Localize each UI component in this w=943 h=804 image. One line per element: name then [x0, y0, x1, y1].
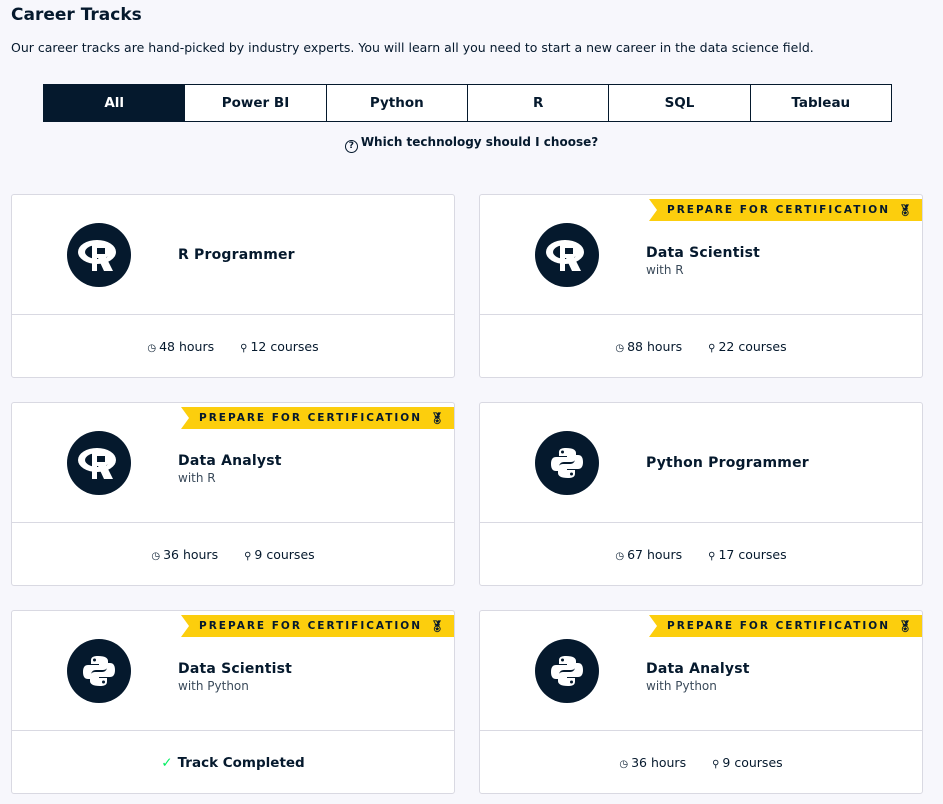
- page-description: Our career tracks are hand-picked by ind…: [11, 40, 814, 55]
- track-title: Data Scientist: [646, 245, 761, 261]
- page-title: Career Tracks: [11, 5, 142, 25]
- lightbulb-icon: ⚲: [708, 551, 716, 562]
- badge-label: PREPARE FOR CERTIFICATION: [199, 620, 423, 632]
- certification-badge: PREPARE FOR CERTIFICATION 🏅︎: [649, 615, 922, 637]
- r-logo-icon: [535, 223, 599, 287]
- course-count: ⚲ 12 courses: [240, 339, 319, 354]
- tab-r[interactable]: R: [466, 85, 608, 121]
- medal-icon: 🏅︎: [430, 619, 444, 633]
- badge-label: PREPARE FOR CERTIFICATION: [667, 620, 891, 632]
- python-logo-icon: [535, 431, 599, 495]
- track-subtitle: with R: [646, 263, 684, 277]
- lightbulb-icon: ⚲: [244, 551, 252, 562]
- card-header: PREPARE FOR CERTIFICATION 🏅︎ Data Scientis…: [480, 195, 922, 315]
- tab-python[interactable]: Python: [325, 85, 467, 121]
- question-circle-icon: ?: [344, 140, 358, 153]
- python-logo-icon: [535, 639, 599, 703]
- duration: ◷ 88 hours: [615, 339, 683, 354]
- r-logo-icon: [67, 431, 131, 495]
- technology-tabs: All Power BI Python R SQL Tableau: [43, 84, 892, 122]
- certification-badge: PREPARE FOR CERTIFICATION 🏅︎: [649, 199, 922, 221]
- career-track-card[interactable]: R Programmer ◷ 48 hours ⚲ 12 courses: [11, 194, 455, 378]
- badge-label: PREPARE FOR CERTIFICATION: [199, 412, 423, 424]
- career-track-card[interactable]: PREPARE FOR CERTIFICATION 🏅︎ Data Analyst w…: [479, 610, 923, 794]
- python-logo-icon: [67, 639, 131, 703]
- card-footer: ◷ 36 hours ⚲ 9 courses: [480, 731, 922, 793]
- help-label: Which technology should I choose?: [360, 135, 599, 149]
- card-header: PREPARE FOR CERTIFICATION 🏅︎ Data Scientis…: [12, 611, 454, 731]
- course-count: ⚲ 9 courses: [244, 547, 315, 562]
- duration: ◷ 36 hours: [151, 547, 219, 562]
- tab-sql[interactable]: SQL: [608, 85, 749, 121]
- tab-power-bi[interactable]: Power BI: [184, 85, 325, 121]
- track-subtitle: with Python: [178, 679, 249, 693]
- track-title: Data Analyst: [178, 453, 282, 469]
- lightbulb-icon: ⚲: [240, 343, 248, 354]
- certification-badge: PREPARE FOR CERTIFICATION 🏅︎: [181, 615, 454, 637]
- clock-icon: ◷: [151, 551, 161, 562]
- track-subtitle: with Python: [646, 679, 717, 693]
- track-title: Data Scientist: [178, 661, 293, 677]
- check-icon: ✓: [161, 754, 173, 771]
- clock-icon: ◷: [615, 551, 625, 562]
- medal-icon: 🏅︎: [898, 619, 912, 633]
- lightbulb-icon: ⚲: [708, 343, 716, 354]
- certification-badge: PREPARE FOR CERTIFICATION 🏅︎: [181, 407, 454, 429]
- badge-label: PREPARE FOR CERTIFICATION: [667, 204, 891, 216]
- track-title: Python Programmer: [646, 455, 809, 471]
- duration: ◷ 67 hours: [615, 547, 683, 562]
- track-title: Data Analyst: [646, 661, 750, 677]
- medal-icon: 🏅︎: [898, 203, 912, 217]
- tab-tableau[interactable]: Tableau: [749, 85, 891, 121]
- which-technology-link[interactable]: ? Which technology should I choose?: [0, 135, 943, 153]
- card-footer: ◷ 36 hours ⚲ 9 courses: [12, 523, 454, 585]
- card-header: R Programmer: [12, 195, 454, 315]
- medal-icon: 🏅︎: [430, 411, 444, 425]
- duration: ◷ 36 hours: [619, 755, 687, 770]
- course-count: ⚲ 17 courses: [708, 547, 787, 562]
- card-footer: ◷ 88 hours ⚲ 22 courses: [480, 315, 922, 377]
- duration: ◷ 48 hours: [147, 339, 215, 354]
- clock-icon: ◷: [615, 343, 625, 354]
- tab-all[interactable]: All: [44, 85, 185, 121]
- r-logo-icon: [67, 223, 131, 287]
- card-footer: ✓ Track Completed: [12, 731, 454, 793]
- clock-icon: ◷: [147, 343, 157, 354]
- course-count: ⚲ 22 courses: [708, 339, 787, 354]
- career-track-card[interactable]: Python Programmer ◷ 67 hours ⚲ 17 courses: [479, 402, 923, 586]
- clock-icon: ◷: [619, 759, 629, 770]
- card-header: PREPARE FOR CERTIFICATION 🏅︎ Data Analyst w…: [480, 611, 922, 731]
- lightbulb-icon: ⚲: [712, 759, 720, 770]
- career-track-card[interactable]: PREPARE FOR CERTIFICATION 🏅︎ Data Scientis…: [479, 194, 923, 378]
- course-count: ⚲ 9 courses: [712, 755, 783, 770]
- career-track-card[interactable]: PREPARE FOR CERTIFICATION 🏅︎ Data Analyst w…: [11, 402, 455, 586]
- card-header: Python Programmer: [480, 403, 922, 523]
- card-footer: ◷ 48 hours ⚲ 12 courses: [12, 315, 454, 377]
- card-header: PREPARE FOR CERTIFICATION 🏅︎ Data Analyst w…: [12, 403, 454, 523]
- track-subtitle: with R: [178, 471, 216, 485]
- card-footer: ◷ 67 hours ⚲ 17 courses: [480, 523, 922, 585]
- career-track-card[interactable]: PREPARE FOR CERTIFICATION 🏅︎ Data Scientis…: [11, 610, 455, 794]
- track-title: R Programmer: [178, 247, 295, 263]
- track-completed: ✓ Track Completed: [161, 754, 305, 771]
